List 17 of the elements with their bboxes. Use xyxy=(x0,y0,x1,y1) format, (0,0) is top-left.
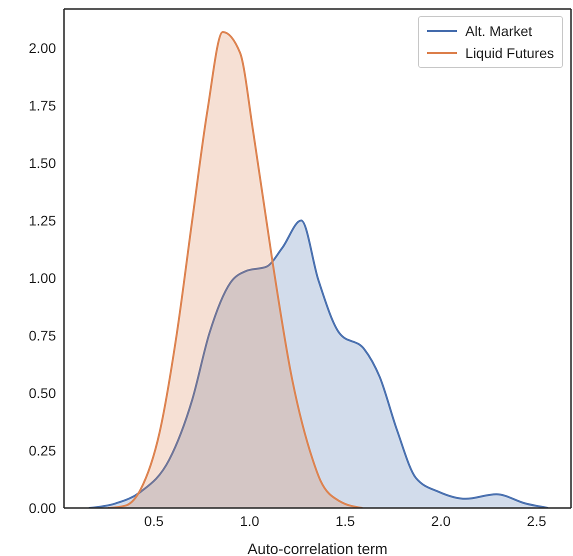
y-tick-label: 0.50 xyxy=(28,384,56,401)
x-tick-label: 1.0 xyxy=(240,512,260,529)
y-tick-label: 0.00 xyxy=(28,500,56,516)
y-tick-label: 1.00 xyxy=(28,270,56,286)
x-tick-label: 2.0 xyxy=(431,512,451,529)
legend-label: Alt. Market xyxy=(465,23,532,39)
x-tick-label: 0.5 xyxy=(144,512,164,529)
y-tick-label: 0.75 xyxy=(28,328,56,344)
legend-label: Liquid Futures xyxy=(465,45,554,61)
y-tick-label: 2.00 xyxy=(28,40,56,56)
x-tick-label: 1.5 xyxy=(336,512,356,529)
y-tick-label: 1.75 xyxy=(28,98,56,114)
y-tick-label: 1.50 xyxy=(28,155,56,172)
x-tick-label: 2.5 xyxy=(526,512,547,529)
y-tick-label: 0.25 xyxy=(28,442,56,458)
x-axis-title: Auto-correlation term xyxy=(247,541,388,556)
y-tick-label: 1.25 xyxy=(28,212,56,229)
